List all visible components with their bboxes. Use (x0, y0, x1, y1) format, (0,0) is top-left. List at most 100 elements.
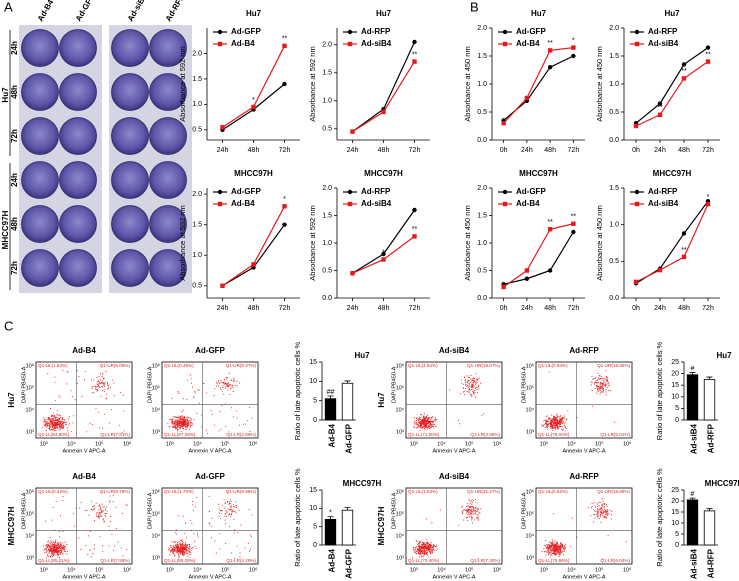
cell-dot (188, 543, 190, 545)
cell-dot (57, 552, 59, 554)
cell-dot (461, 379, 463, 381)
well (111, 205, 149, 243)
cell-dot (473, 390, 475, 392)
cell-dot (594, 382, 596, 384)
cell-dot (558, 416, 560, 418)
flow-dots (168, 495, 253, 560)
cell-dot (468, 385, 470, 387)
cell-dot (599, 386, 602, 388)
cell-dot (479, 508, 481, 510)
cell-dot (600, 513, 602, 515)
cell-dot (609, 509, 611, 512)
cell-dot (196, 547, 198, 550)
cell-dot (224, 510, 226, 512)
cell-dot (64, 548, 66, 550)
cell-dot (558, 551, 560, 553)
x-tick-label: 48h (678, 305, 690, 312)
cell-dot (556, 547, 558, 549)
cell-dot (413, 426, 415, 428)
cell-dot (476, 514, 478, 516)
legend-marker (502, 201, 508, 207)
cell-dot (543, 420, 545, 422)
cell-dot (416, 550, 418, 552)
cell-dot (62, 422, 64, 424)
cell-dot (235, 505, 237, 507)
point (657, 267, 663, 273)
cell-dot (551, 552, 553, 554)
y-tick-label: 0.0 (609, 295, 619, 302)
cell-dot (419, 418, 421, 420)
cell-dot (427, 422, 429, 424)
cell-dot (232, 509, 234, 511)
cell-dot (475, 372, 477, 374)
cell-dot (43, 420, 46, 422)
cell-dot (610, 518, 612, 520)
well (21, 161, 59, 199)
cell-dot (602, 382, 604, 384)
point (282, 81, 287, 87)
cell-dot (426, 554, 429, 556)
cell-dot (550, 544, 552, 546)
cell-dot (93, 379, 95, 381)
cell-dot (422, 426, 424, 428)
significance: ** (681, 247, 687, 254)
cell-dot (598, 510, 600, 512)
cell-dot (560, 547, 562, 549)
cell-dot (414, 551, 416, 553)
cell-dot (98, 386, 100, 388)
y-tick-label: 1.5 (192, 222, 202, 229)
cell-dot (228, 384, 230, 386)
cell-dot (472, 386, 474, 388)
y-tick-label: 25 (671, 359, 679, 366)
well-row-label: 24h (10, 41, 19, 55)
legend-label: Ad-GFP (516, 27, 546, 36)
well (21, 205, 59, 243)
cell-dot (234, 384, 237, 386)
cell-dot (50, 547, 52, 549)
point (501, 284, 506, 290)
cell-dot (101, 386, 103, 388)
cell-dot (96, 389, 98, 391)
cell-dot (96, 390, 98, 392)
cell-dot (224, 501, 227, 503)
cell-dot (475, 386, 477, 388)
quadrant-label: Q1-UL(0.64%) (538, 363, 568, 368)
cell-dot (230, 505, 232, 507)
cell-dot (176, 549, 178, 551)
cell-dot (550, 553, 552, 555)
cell-dot (185, 548, 187, 550)
cell-dot (606, 386, 608, 388)
x-tick-label: 10⁵ (465, 440, 473, 447)
cell-dot (472, 500, 475, 502)
cell-dot (103, 390, 105, 392)
cell-dot (180, 544, 182, 546)
cell-dot (547, 423, 550, 425)
cell-dot (476, 391, 479, 393)
cell-dot (563, 423, 565, 425)
cell-dot (565, 543, 567, 545)
cell-dot (65, 421, 67, 423)
cell-dot (58, 420, 60, 423)
cell-dot (604, 384, 606, 386)
cell-dot (41, 427, 44, 429)
y-tick-label: 1.0 (609, 81, 619, 88)
y-tick-label: 15 (671, 382, 679, 389)
cell-dot (474, 392, 476, 394)
cell-dot (435, 549, 437, 552)
well (21, 249, 59, 287)
cell-dot (549, 541, 551, 543)
cell-dot (182, 425, 184, 427)
cell-dot (412, 547, 414, 549)
significance: ** (547, 219, 553, 226)
cell-dot (462, 512, 464, 514)
x-tick-label: 10⁵ (95, 566, 103, 573)
cell-dot (472, 516, 474, 518)
y-tick-label: 10⁵ (526, 384, 534, 391)
y-tick-label: 1.5 (322, 70, 332, 77)
y-tick-label: 0.5 (322, 126, 332, 133)
cell-dot (478, 388, 480, 390)
cell-dot (462, 509, 464, 511)
cell-dot (224, 513, 226, 515)
cell-dot (463, 390, 465, 392)
point (220, 283, 225, 288)
